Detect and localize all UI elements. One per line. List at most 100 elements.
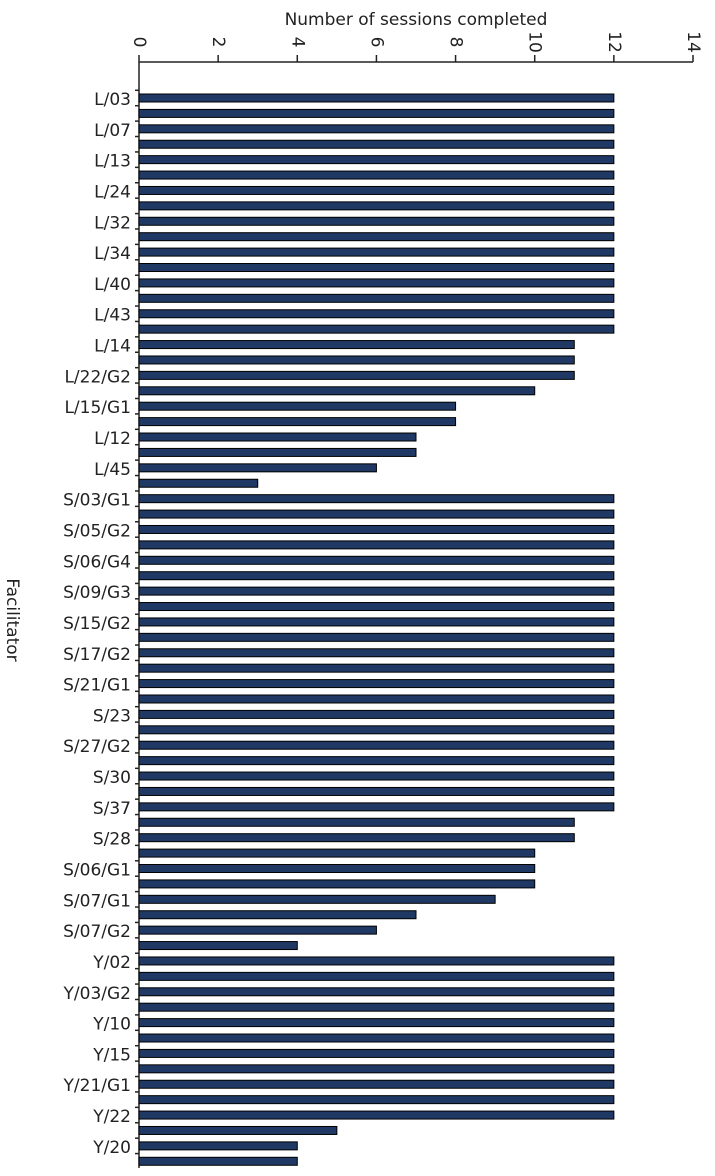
- bar: [138, 725, 615, 735]
- y-tick-label: S/17/G2: [63, 645, 131, 665]
- x-tick-label: 0: [129, 37, 149, 48]
- bar: [138, 478, 259, 488]
- y-tick-label: S/07/G2: [63, 922, 131, 942]
- bar: [138, 602, 615, 612]
- bar: [138, 971, 615, 981]
- y-tick-label: S/30: [93, 768, 131, 788]
- y-tick-label: L/34: [94, 244, 131, 264]
- bar: [138, 155, 615, 165]
- bar: [138, 771, 615, 781]
- y-tick-label: L/03: [94, 90, 131, 110]
- y-tick-label: Y/03/G2: [63, 984, 131, 1004]
- bar: [138, 417, 457, 427]
- x-tick-label: 8: [446, 37, 466, 48]
- bar: [138, 401, 457, 411]
- y-tick-label: S/37: [93, 799, 131, 819]
- y-tick-label: Y/20: [92, 1138, 131, 1158]
- y-tick-label: Y/22: [92, 1107, 131, 1127]
- y-tick-label: S/23: [93, 706, 131, 726]
- bar: [138, 941, 298, 951]
- bar: [138, 185, 615, 195]
- bar: [138, 555, 615, 565]
- bar: [138, 340, 575, 350]
- y-tick-label: S/15/G2: [63, 614, 131, 634]
- y-tick-label: L/14: [94, 337, 131, 357]
- bar: [138, 494, 615, 504]
- bar: [138, 663, 615, 673]
- bar: [138, 170, 615, 180]
- bar: [138, 124, 615, 134]
- bar: [138, 632, 615, 642]
- bar: [138, 833, 575, 843]
- bar: [138, 263, 615, 273]
- y-tick-label: Y/15: [92, 1045, 131, 1065]
- bar: [138, 1079, 615, 1089]
- x-tick-label: 14: [683, 31, 703, 53]
- bar: [138, 1156, 298, 1166]
- bar: [138, 293, 615, 303]
- bar: [138, 571, 615, 581]
- bar: [138, 1018, 615, 1028]
- bar: [138, 864, 536, 873]
- bar: [138, 679, 615, 689]
- y-tick-label: S/28: [93, 830, 131, 850]
- bar: [138, 1033, 615, 1043]
- bar: [138, 1110, 615, 1120]
- bar: [138, 278, 615, 288]
- y-tick-label: L/13: [94, 152, 131, 172]
- y-tick-label: L/22/G2: [64, 367, 131, 387]
- y-tick-label: S/06/G1: [63, 861, 131, 881]
- bar: [138, 586, 615, 596]
- bar: [138, 216, 615, 226]
- bar: [138, 879, 536, 889]
- y-tick-label: L/43: [94, 306, 131, 326]
- bar: [138, 386, 536, 396]
- y-tick-label: S/05/G2: [63, 521, 131, 541]
- y-tick-label: S/27/G2: [63, 737, 131, 757]
- x-tick-label: 10: [525, 31, 545, 53]
- y-tick-label: Y/10: [92, 1015, 131, 1035]
- bar: [138, 709, 615, 719]
- y-tick-label: L/45: [94, 460, 131, 480]
- y-tick-label: S/21/G1: [63, 676, 131, 696]
- y-tick-label: L/12: [94, 429, 131, 449]
- y-tick-label: L/32: [94, 213, 131, 233]
- y-tick-label: S/07/G1: [63, 891, 131, 911]
- bar: [138, 648, 615, 658]
- x-axis-title: Number of sessions completed: [285, 10, 548, 30]
- y-tick-label: S/06/G4: [63, 552, 131, 572]
- x-tick-label: 2: [208, 37, 228, 48]
- y-tick-label: S/03/G1: [63, 491, 131, 511]
- bar: [138, 247, 615, 257]
- bar: [138, 139, 615, 149]
- bar: [138, 740, 615, 750]
- x-tick-label: 4: [287, 37, 307, 48]
- bar: [138, 324, 615, 334]
- bar: [138, 201, 615, 211]
- bar: [138, 786, 615, 796]
- bar: [138, 108, 615, 118]
- bar: [138, 1095, 615, 1105]
- bar: [138, 956, 615, 966]
- bar: [138, 617, 615, 627]
- bar: [138, 802, 615, 812]
- bar: [138, 848, 536, 858]
- bar: [138, 894, 496, 904]
- y-tick-label: Y/02: [92, 953, 131, 973]
- bar: [138, 817, 575, 827]
- bar: [138, 925, 377, 935]
- bar: [138, 232, 615, 242]
- x-tick-label: 12: [604, 31, 624, 53]
- y-axis-title: Facilitator: [2, 578, 22, 661]
- bar: [138, 432, 417, 442]
- bar: [138, 1125, 338, 1135]
- y-tick-label: L/15/G1: [64, 398, 131, 418]
- bar: [138, 370, 575, 380]
- bar: [138, 756, 615, 766]
- bar: [138, 1141, 298, 1151]
- bar: [138, 93, 615, 103]
- bar: [138, 463, 377, 473]
- x-tick-label: 6: [366, 37, 386, 48]
- bar: [138, 694, 615, 704]
